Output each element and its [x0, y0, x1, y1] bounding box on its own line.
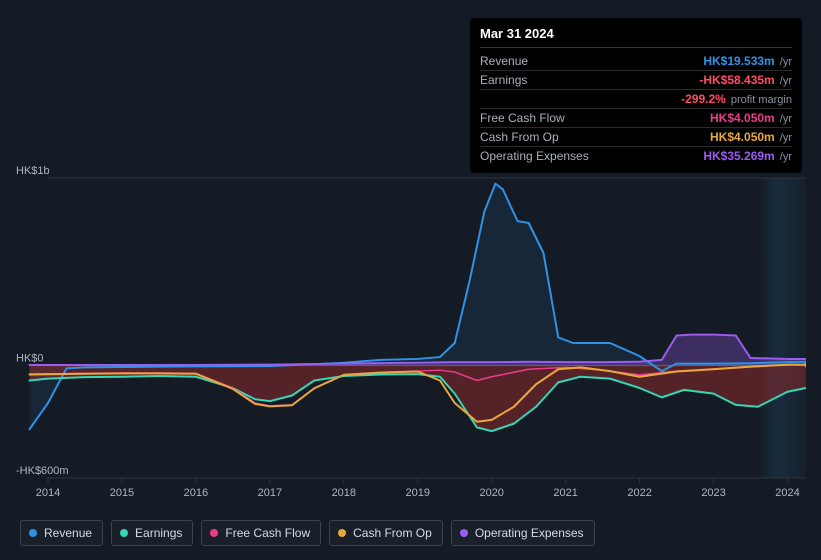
legend-dot-icon [338, 529, 346, 537]
tooltip-value: HK$4.050m [710, 130, 775, 144]
legend-label: Free Cash Flow [225, 526, 310, 540]
tooltip-value-wrap: -299.2% profit margin [681, 92, 792, 106]
tooltip-row: Earnings -HK$58.435m /yr [480, 71, 792, 90]
tooltip-value: -299.2% [681, 92, 726, 106]
tooltip-value: -HK$58.435m [699, 73, 774, 87]
legend-label: Cash From Op [353, 526, 432, 540]
legend-dot-icon [29, 529, 37, 537]
legend-item-operating-expenses[interactable]: Operating Expenses [451, 520, 595, 546]
legend-label: Earnings [135, 526, 182, 540]
y-axis-label: -HK$600m [16, 465, 69, 477]
legend-item-free-cash-flow[interactable]: Free Cash Flow [201, 520, 321, 546]
x-axis-label: 2016 [184, 487, 208, 499]
x-axis-label: 2015 [110, 487, 134, 499]
tooltip-value-wrap: HK$4.050m /yr [710, 130, 792, 144]
tooltip-row: -299.2% profit margin [480, 90, 792, 109]
tooltip-label: Free Cash Flow [480, 111, 565, 125]
series-revenue [30, 184, 806, 430]
tooltip-value: HK$4.050m [710, 111, 775, 125]
tooltip-suffix: /yr [777, 113, 792, 125]
legend-dot-icon [460, 529, 468, 537]
tooltip-suffix: /yr [777, 75, 792, 87]
tooltip-value-wrap: -HK$58.435m /yr [699, 73, 792, 87]
x-axis-label: 2017 [258, 487, 282, 499]
tooltip-value-wrap: HK$4.050m /yr [710, 111, 792, 125]
x-axis-label: 2024 [775, 487, 799, 499]
tooltip-suffix: /yr [777, 132, 792, 144]
x-axis-label: 2019 [406, 487, 430, 499]
legend-row: Revenue Earnings Free Cash Flow Cash From O… [20, 520, 595, 546]
x-axis-label: 2021 [553, 487, 577, 499]
tooltip-suffix: profit margin [728, 94, 792, 106]
tooltip-label: Earnings [480, 73, 527, 87]
tooltip-value: HK$19.533m [703, 54, 774, 68]
tooltip-row: Free Cash Flow HK$4.050m /yr [480, 109, 792, 128]
legend-item-cash-from-op[interactable]: Cash From Op [329, 520, 443, 546]
legend-label: Operating Expenses [475, 526, 584, 540]
x-axis-label: 2022 [627, 487, 651, 499]
x-axis-label: 2023 [701, 487, 725, 499]
tooltip-label: Revenue [480, 54, 528, 68]
y-axis-label: HK$0 [16, 353, 44, 365]
legend-item-revenue[interactable]: Revenue [20, 520, 103, 546]
financials-chart: HK$1b HK$0 -HK$600m 2014 2015 2016 2017 2018 201… [16, 158, 806, 508]
x-axis-label: 2020 [479, 487, 503, 499]
legend-item-earnings[interactable]: Earnings [111, 520, 193, 546]
tooltip-row: Revenue HK$19.533m /yr [480, 52, 792, 71]
tooltip-value-wrap: HK$19.533m /yr [703, 54, 792, 68]
chart-container: HK$1bHK$0-HK$600m20142015201620172018201… [16, 158, 809, 488]
tooltip-label: Cash From Op [480, 130, 559, 144]
tooltip-panel: Mar 31 2024 RevenueHK$19.533m /yrEarning… [470, 18, 802, 173]
tooltip-suffix: /yr [777, 56, 792, 68]
y-axis-label: HK$1b [16, 165, 50, 177]
legend-dot-icon [120, 529, 128, 537]
tooltip-date: Mar 31 2024 [480, 26, 792, 48]
x-axis-label: 2018 [332, 487, 356, 499]
tooltip-row: Cash From Op HK$4.050m /yr [480, 128, 792, 147]
legend-label: Revenue [44, 526, 92, 540]
x-axis-label: 2014 [36, 487, 60, 499]
legend-dot-icon [210, 529, 218, 537]
